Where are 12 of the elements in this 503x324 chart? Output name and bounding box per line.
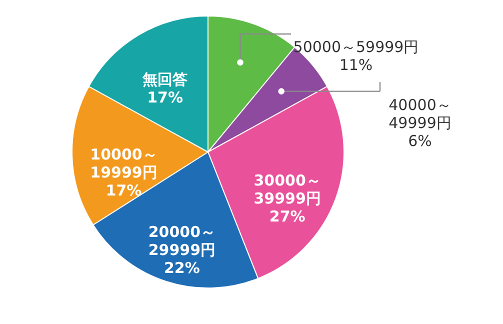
data-label: 22%	[164, 259, 200, 278]
slice-label: 20000～29999円	[148, 223, 216, 260]
data-label: 11%	[339, 56, 373, 74]
slice-label: 30000～39999円	[254, 172, 321, 208]
slice-label: 無回答	[142, 70, 188, 88]
data-label: 6%	[408, 132, 432, 150]
data-label: 27%	[269, 208, 306, 226]
data-label: 17%	[147, 88, 184, 106]
slice-label: 10000～19999円	[90, 146, 158, 182]
slice-label: 50000～59999円	[293, 38, 419, 56]
slice-label: 40000～49999円	[388, 96, 452, 132]
data-label: 17%	[106, 182, 142, 200]
